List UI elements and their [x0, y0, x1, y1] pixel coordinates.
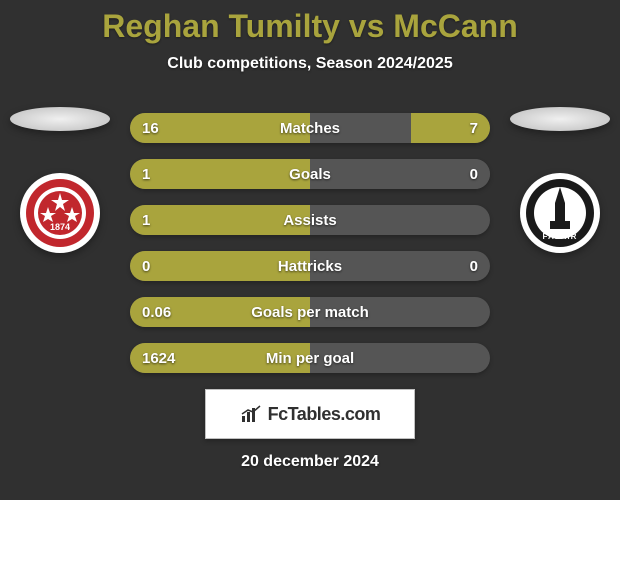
svg-text:1874: 1874: [50, 222, 70, 232]
bar-row: Assists1: [130, 205, 490, 235]
brand-chart-icon: [240, 404, 264, 424]
crest-left: 1874: [20, 173, 100, 253]
brand-badge[interactable]: FcTables.com: [205, 389, 415, 439]
bar-label: Hattricks: [130, 251, 490, 281]
bar-value-left: 16: [142, 113, 159, 143]
bar-value-right: 0: [470, 159, 478, 189]
content-wrapper: Reghan Tumilty vs McCann Club competitio…: [0, 0, 620, 471]
bar-label: Min per goal: [130, 343, 490, 373]
bar-value-left: 1: [142, 159, 150, 189]
svg-text:FALKIR: FALKIR: [543, 232, 578, 241]
bar-label: Goals: [130, 159, 490, 189]
flag-right: [510, 107, 610, 131]
bar-row: Matches16 7: [130, 113, 490, 143]
bar-value-left: 0.06: [142, 297, 171, 327]
date-line: 20 december 2024: [0, 453, 620, 471]
bar-value-left: 0: [142, 251, 150, 281]
page-title: Reghan Tumilty vs McCann: [0, 0, 620, 45]
bar-row: Goals1 0: [130, 159, 490, 189]
bar-row: Min per goal1624: [130, 343, 490, 373]
bar-label: Goals per match: [130, 297, 490, 327]
brand-text: FcTables.com: [268, 404, 381, 425]
bar-row: Hattricks0 0: [130, 251, 490, 281]
crest-right-svg: FALKIR: [520, 173, 600, 253]
bar-value-left: 1: [142, 205, 150, 235]
crest-left-svg: 1874: [20, 173, 100, 253]
bar-value-right: 0: [470, 251, 478, 281]
bar-label: Matches: [130, 113, 490, 143]
crest-right: FALKIR: [520, 173, 600, 253]
bar-row: Goals per match0.06: [130, 297, 490, 327]
flag-left: [10, 107, 110, 131]
comparison-chart: 1874 FALKIR Matches167Goals10Assists1Hat…: [0, 113, 620, 373]
page-subtitle: Club competitions, Season 2024/2025: [0, 55, 620, 73]
bars-container: Matches167Goals10Assists1Hattricks00Goal…: [130, 113, 490, 373]
background-bottom: [0, 500, 620, 580]
bar-label: Assists: [130, 205, 490, 235]
bar-value-right: 7: [470, 113, 478, 143]
bar-value-left: 1624: [142, 343, 175, 373]
